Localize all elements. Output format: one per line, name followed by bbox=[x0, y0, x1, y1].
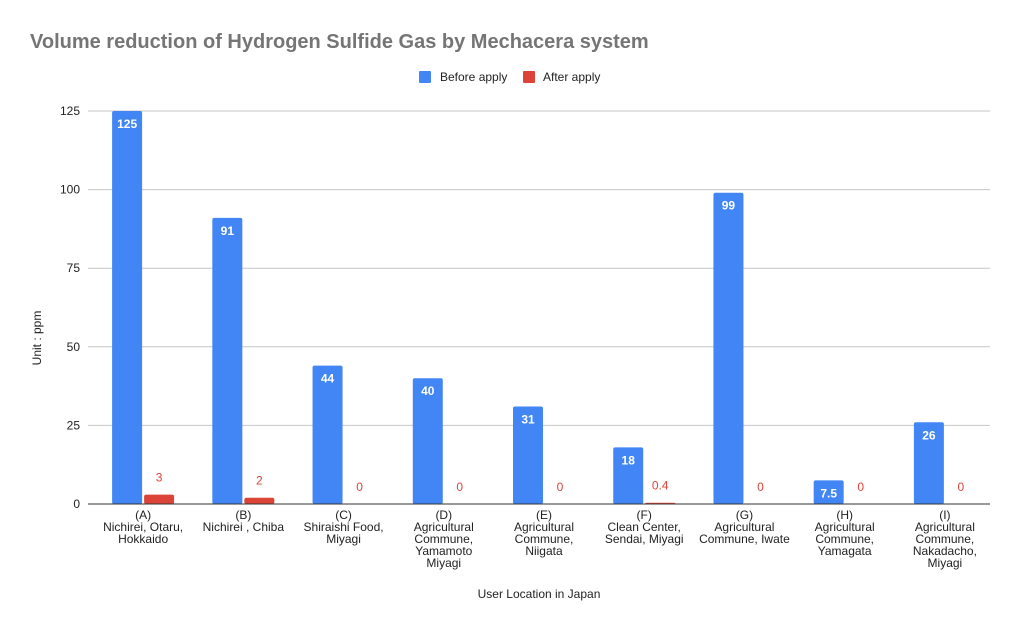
x-axis-title: User Location in Japan bbox=[478, 587, 601, 601]
x-category-line: (D) bbox=[435, 508, 452, 522]
bar-before-apply bbox=[813, 480, 844, 504]
x-category-line: Commune, bbox=[414, 532, 473, 546]
data-label-before: 44 bbox=[321, 372, 335, 386]
x-category-label: (D) Agricultural Commune, Yamamoto Miyagi bbox=[414, 508, 474, 570]
x-category-label: (F) Clean Center, Sendai, Miyagi bbox=[605, 508, 684, 546]
x-category-line: Yamamoto bbox=[415, 544, 472, 558]
x-category-label: (A) Nichirei, Otaru, Hokkaido bbox=[103, 508, 183, 546]
y-tick-label: 0 bbox=[73, 497, 80, 511]
data-label-before: 40 bbox=[421, 384, 435, 398]
x-category-line: Miyagi bbox=[426, 556, 461, 570]
x-category-line: Commune, bbox=[916, 532, 975, 546]
y-axis-title: Unit : ppm bbox=[30, 311, 44, 366]
bar-after-apply bbox=[144, 494, 175, 504]
legend-swatch-before bbox=[419, 71, 431, 83]
x-category-line: (G) bbox=[736, 508, 753, 522]
x-category-label: (E) Agricultural Commune, Niigata bbox=[514, 508, 574, 558]
x-category-line: Agricultural bbox=[414, 520, 474, 534]
x-category-line: (F) bbox=[637, 508, 652, 522]
bar-before-apply bbox=[312, 365, 343, 504]
y-tick-label: 100 bbox=[60, 183, 80, 197]
x-category-line: Agricultural bbox=[915, 520, 975, 534]
x-category-line: (C) bbox=[335, 508, 352, 522]
x-category-line: Sendai, Miyagi bbox=[605, 532, 684, 546]
x-category-line: Agricultural bbox=[514, 520, 574, 534]
bar-before-apply bbox=[913, 422, 944, 504]
x-category-line: Agricultural bbox=[714, 520, 774, 534]
data-label-before: 125 bbox=[117, 117, 137, 131]
x-category-line: Commune, bbox=[815, 532, 874, 546]
data-label-after: 0 bbox=[356, 480, 363, 494]
chart-title: Volume reduction of Hydrogen Sulfide Gas… bbox=[30, 31, 649, 53]
y-tick-label: 75 bbox=[67, 261, 81, 275]
bar-before-apply bbox=[513, 406, 543, 504]
y-tick-label: 50 bbox=[67, 340, 81, 354]
legend-swatch-after bbox=[523, 71, 535, 83]
y-tick-label: 25 bbox=[67, 418, 81, 432]
data-label-before: 91 bbox=[221, 224, 235, 238]
legend-label-before: Before apply bbox=[440, 70, 507, 84]
data-label-after: 0 bbox=[456, 480, 463, 494]
data-label-after: 0 bbox=[857, 480, 864, 494]
x-category-line: Clean Center, bbox=[608, 520, 681, 534]
x-axis-categories: (A) Nichirei, Otaru, Hokkaido (B) Nichirei ,… bbox=[103, 508, 977, 570]
legend-label-after: After apply bbox=[543, 70, 600, 84]
x-category-line: Hokkaido bbox=[118, 532, 168, 546]
x-category-label: (G) Agricultural Commune, Iwate bbox=[699, 508, 790, 546]
bar-before-apply bbox=[112, 111, 143, 504]
bar-before-apply bbox=[613, 447, 644, 504]
x-category-label: (H) Agricultural Commune, Yamagata bbox=[815, 508, 875, 558]
x-category-line: Agricultural bbox=[815, 520, 875, 534]
x-category-line: Nichirei, Otaru, bbox=[103, 520, 183, 534]
y-axis-ticks: 0 25 50 75 100 125 bbox=[60, 104, 80, 511]
y-tick-label: 125 bbox=[60, 104, 80, 118]
x-category-line: Nichirei , Chiba bbox=[203, 520, 285, 534]
data-label-after: 0.4 bbox=[652, 479, 669, 493]
data-label-after: 0 bbox=[557, 480, 564, 494]
x-category-line: Nakadacho, bbox=[913, 544, 977, 558]
x-category-line: Commune, bbox=[515, 532, 574, 546]
bars bbox=[112, 111, 944, 504]
legend: Before apply After apply bbox=[419, 70, 600, 84]
bar-before-apply bbox=[212, 217, 243, 504]
x-category-line: (A) bbox=[135, 508, 151, 522]
x-category-line: Miyagi bbox=[928, 556, 963, 570]
data-label-after: 0 bbox=[757, 480, 764, 494]
bar-before-apply bbox=[713, 192, 744, 504]
data-label-after: 3 bbox=[156, 471, 163, 485]
x-category-label: (I) Agricultural Commune, Nakadacho, Miyagi bbox=[913, 508, 977, 570]
bar-after-apply bbox=[244, 497, 275, 504]
data-label-before: 7.5 bbox=[820, 486, 837, 500]
data-label-before: 18 bbox=[622, 453, 636, 467]
x-category-line: Yamagata bbox=[818, 544, 872, 558]
x-category-line: (H) bbox=[836, 508, 853, 522]
x-category-line: Miyagi bbox=[326, 532, 361, 546]
data-label-before: 99 bbox=[722, 199, 736, 213]
x-category-label: (C) Shiraishi Food, Miyagi bbox=[304, 508, 384, 546]
x-category-line: Niigata bbox=[525, 544, 563, 558]
data-label-before: 31 bbox=[521, 413, 535, 427]
data-label-after: 2 bbox=[256, 474, 263, 488]
x-category-line: Commune, Iwate bbox=[699, 532, 790, 546]
data-label-after: 0 bbox=[958, 480, 965, 494]
x-category-line: (B) bbox=[235, 508, 251, 522]
x-category-line: Shiraishi Food, bbox=[304, 520, 384, 534]
x-category-label: (B) Nichirei , Chiba bbox=[203, 508, 285, 534]
data-labels: 125 91 44 40 31 18 99 7.5 26 3 2 0 0 0 0.4 0 0 0 bbox=[117, 117, 964, 500]
data-label-before: 26 bbox=[922, 428, 936, 442]
bar-before-apply bbox=[412, 378, 443, 504]
x-category-line: (I) bbox=[939, 508, 950, 522]
x-category-line: (E) bbox=[536, 508, 552, 522]
